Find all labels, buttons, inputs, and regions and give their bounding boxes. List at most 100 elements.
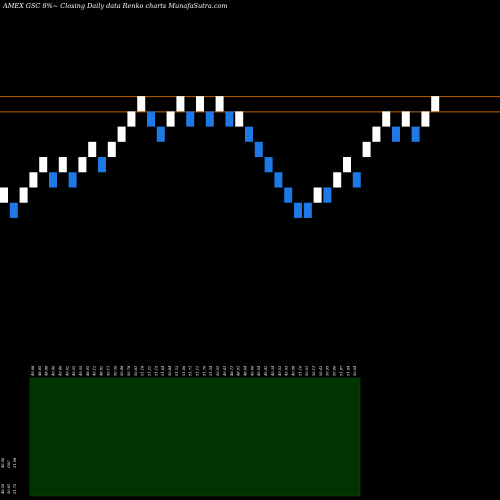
date-label: 50.55: [216, 365, 220, 376]
date-label: 49.55: [72, 365, 76, 377]
renko-brick: [196, 96, 204, 112]
renko-brick: [186, 111, 195, 127]
renko-brick: [411, 126, 420, 142]
date-label: 51.15: [154, 365, 158, 376]
renko-brick: [421, 111, 430, 127]
renko-brick: [303, 202, 312, 218]
renko-brick: [58, 157, 67, 173]
renko-brick: [392, 126, 400, 142]
renko-brick: [9, 202, 18, 218]
date-label: 49.40: [58, 365, 62, 377]
volume-label: 51.98: [13, 457, 17, 468]
date-label: 49.04: [257, 365, 261, 377]
date-label: 51.07: [339, 365, 343, 376]
chart-title: AMEX GSC 8%~ Closing Daily data Renko ch…: [3, 2, 228, 10]
renko-brick: [382, 111, 391, 127]
date-label: 51.22: [148, 365, 152, 376]
renko-brick: [431, 96, 440, 112]
date-label: 50.64: [353, 365, 357, 376]
date-label: 51.16: [298, 365, 302, 376]
renko-brick: [343, 157, 351, 173]
date-label: 51.60: [182, 365, 186, 376]
renko-brick: [225, 111, 234, 127]
date-label: 49.40: [52, 365, 56, 377]
renko-brick: [78, 157, 87, 173]
renko-brick: [294, 202, 302, 218]
date-label: 49.42: [264, 365, 268, 377]
renko-brick: [352, 172, 361, 188]
date-label: 50.36: [113, 365, 117, 376]
date-label: 49.93: [285, 365, 289, 377]
renko-brick: [313, 187, 322, 203]
date-label: 48.71: [230, 366, 234, 377]
volume-label: GSC: [7, 460, 11, 468]
date-label: 49.98: [291, 365, 295, 377]
date-label: 49.53: [278, 365, 282, 377]
date-label: 50.84: [168, 365, 172, 376]
date-label: 48.95: [86, 365, 90, 377]
renko-brick: [362, 141, 371, 158]
renko-brick: [205, 111, 214, 127]
renko-brick: [245, 126, 253, 142]
renko-brick: [19, 187, 28, 203]
renko-brick: [156, 126, 165, 142]
volume-label: 46.96: [1, 457, 5, 469]
date-label: 51.23: [175, 365, 179, 376]
date-label: 49.41: [223, 366, 227, 377]
renko-brick: [401, 111, 410, 127]
date-label: 48.92: [100, 365, 104, 377]
date-label: 51.13: [196, 365, 200, 376]
date-label: 50.78: [127, 365, 131, 376]
date-label: 49.12: [93, 365, 97, 377]
date-label: 51.18: [141, 365, 145, 376]
renko-brick: [166, 111, 175, 127]
renko-brick: [107, 141, 116, 158]
renko-brick: [98, 157, 106, 173]
date-label: 50.11: [106, 366, 110, 376]
renko-brick: [372, 126, 381, 142]
renko-brick: [176, 96, 185, 112]
renko-brick: [117, 126, 126, 142]
date-label: 49.06: [250, 365, 254, 377]
date-label: 51.54: [209, 365, 213, 376]
renko-brick: [284, 187, 293, 203]
renko-brick: [68, 172, 77, 188]
date-label: 48.91: [237, 366, 241, 377]
date-label: 50.11: [312, 366, 316, 376]
volume-labels: 48.56 50.81 51.75 46.96 GSC 51.98: [1, 457, 17, 495]
renko-bricks: [0, 96, 440, 218]
renko-brick: [29, 172, 38, 188]
date-label: 50.95: [326, 365, 330, 376]
renko-brick: [88, 141, 97, 158]
renko-brick: [49, 172, 57, 188]
renko-brick: [137, 96, 146, 112]
renko-brick: [215, 96, 224, 112]
date-label: 51.71: [189, 366, 193, 376]
date-label: 48.64: [243, 365, 247, 377]
renko-brick: [254, 141, 263, 158]
renko-brick: [333, 172, 342, 188]
date-label: 49.02: [65, 365, 69, 377]
date-label: 51.64: [161, 365, 165, 376]
volume-label: 50.81: [7, 484, 11, 494]
date-label: 48.88: [45, 365, 49, 377]
renko-brick: [235, 111, 244, 127]
volume-label: 48.56: [1, 483, 5, 495]
date-label: 50.01: [305, 366, 309, 376]
date-labels: 49.08 48.85 48.88 49.40 49.40 49.02 49.55 49.55…: [31, 365, 357, 377]
date-label: 49.55: [79, 365, 83, 377]
renko-brick: [264, 157, 273, 173]
date-label: 49.08: [31, 365, 35, 377]
renko-brick: [0, 187, 8, 203]
volume-panel: [29, 377, 361, 497]
date-label: 50.81: [134, 366, 138, 376]
renko-brick: [274, 172, 283, 188]
date-label: 49.34: [271, 365, 275, 377]
renko-brick: [323, 187, 332, 203]
date-label: 50.42: [319, 365, 323, 376]
date-label: 50.48: [120, 365, 124, 376]
renko-brick: [39, 157, 48, 173]
date-label: 51.04: [346, 365, 350, 376]
